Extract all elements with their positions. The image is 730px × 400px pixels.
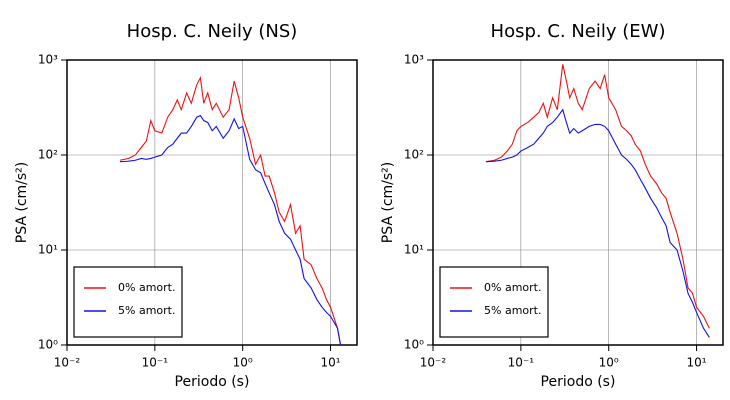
legend-label: 5% amort. bbox=[484, 304, 541, 317]
plot-frame bbox=[432, 59, 724, 346]
y-axis-title: PSA (cm/s²) bbox=[14, 162, 30, 244]
x-axis-title: Periodo (s) bbox=[175, 374, 250, 390]
series-line bbox=[485, 64, 710, 329]
x-tick-label: 10⁻² bbox=[54, 356, 81, 370]
x-tick-label: 10⁰ bbox=[233, 356, 253, 370]
x-tick-label: 10⁻² bbox=[420, 356, 447, 370]
y-tick-label: 10³ bbox=[38, 53, 58, 67]
series-line bbox=[485, 108, 710, 338]
chart-title: Hosp. C. Neily (EW) bbox=[491, 21, 666, 42]
y-axis-title: PSA (cm/s²) bbox=[380, 162, 396, 244]
legend-box bbox=[439, 266, 549, 338]
y-tick-label: 10¹ bbox=[38, 243, 58, 257]
legend-label: 0% amort. bbox=[118, 281, 175, 294]
series-line bbox=[119, 114, 342, 346]
y-tick-label: 10³ bbox=[404, 53, 424, 67]
series-line bbox=[119, 75, 342, 346]
chart-title: Hosp. C. Neily (NS) bbox=[127, 21, 298, 42]
plot-frame bbox=[66, 59, 358, 346]
legend-box bbox=[73, 266, 183, 338]
legend-label: 5% amort. bbox=[118, 304, 175, 317]
x-tick-label: 10⁻¹ bbox=[142, 356, 169, 370]
y-tick-label: 10⁰ bbox=[38, 338, 58, 352]
y-tick-label: 10¹ bbox=[404, 243, 424, 257]
x-axis-title: Periodo (s) bbox=[541, 374, 616, 390]
legend-label: 0% amort. bbox=[484, 281, 541, 294]
x-tick-label: 10¹ bbox=[321, 356, 341, 370]
x-tick-label: 10¹ bbox=[687, 356, 707, 370]
y-tick-label: 10² bbox=[38, 148, 58, 162]
y-tick-label: 10² bbox=[404, 148, 424, 162]
x-tick-label: 10⁰ bbox=[599, 356, 619, 370]
x-tick-label: 10⁻¹ bbox=[508, 356, 535, 370]
y-tick-label: 10⁰ bbox=[404, 338, 424, 352]
